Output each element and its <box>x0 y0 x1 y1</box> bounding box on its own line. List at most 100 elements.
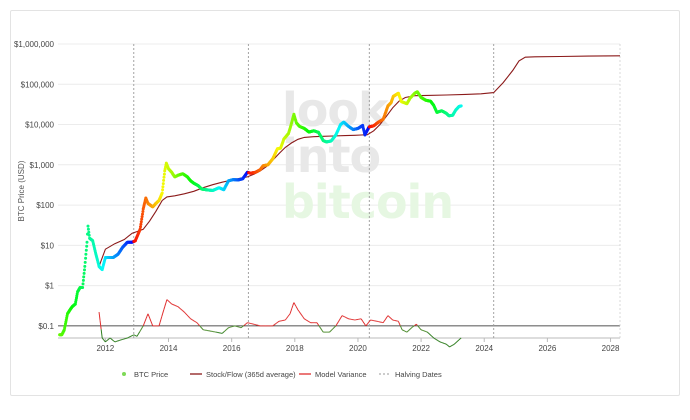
model-variance-segment <box>101 337 104 340</box>
model-variance-segment <box>105 340 107 343</box>
x-tick-label: 2018 <box>286 344 304 353</box>
btc-price-point <box>87 233 91 237</box>
model-variance-segment <box>223 330 226 333</box>
model-variance-segment <box>304 318 306 320</box>
model-variance-segment <box>193 320 196 322</box>
model-variance-segment <box>138 331 141 334</box>
x-tick-label: 2024 <box>475 344 493 353</box>
model-variance-segment <box>329 330 331 333</box>
model-variance-segment <box>136 334 139 337</box>
model-variance-segment <box>161 312 164 317</box>
model-variance-segment <box>320 327 322 330</box>
model-variance-segment <box>105 339 108 342</box>
btc-price-point <box>141 212 144 216</box>
model-variance-segment <box>427 332 430 335</box>
model-variance-segment <box>415 323 417 326</box>
model-variance-segment <box>193 320 195 322</box>
btc-price-point <box>84 252 88 256</box>
y-tick-label: $0.1 <box>38 322 54 331</box>
btc-price-point <box>161 182 165 186</box>
watermark-word: into <box>282 129 380 183</box>
model-variance-segment <box>300 313 302 316</box>
btc-price-point <box>82 275 86 279</box>
btc-price-point <box>162 178 166 182</box>
model-variance-segment <box>158 322 161 327</box>
model-variance-segment <box>107 338 110 340</box>
model-variance-segment <box>276 322 278 324</box>
model-variance-segment <box>302 317 305 320</box>
x-tick-label: 2028 <box>602 344 620 353</box>
model-variance-segment <box>365 324 368 327</box>
model-variance-segment <box>330 329 333 331</box>
model-variance-segment <box>368 320 371 323</box>
model-variance-segment <box>430 335 433 337</box>
btc-price-point <box>81 278 85 282</box>
legend[interactable]: BTC Price Stock/Flow (365d average) Model … <box>122 370 442 379</box>
model-variance-segment <box>151 323 154 327</box>
btc-price-point <box>162 175 166 179</box>
btc-price-point <box>139 225 142 229</box>
model-variance-segment <box>112 339 115 342</box>
legend-item[interactable]: Model Variance <box>299 370 367 379</box>
model-variance-segment <box>196 322 199 325</box>
model-variance-segment <box>183 311 186 314</box>
model-variance-segment <box>431 335 434 338</box>
model-variance-segment <box>182 310 184 312</box>
model-variance-segment <box>319 326 321 329</box>
model-variance-segment <box>145 315 148 319</box>
x-tick-label: 2026 <box>538 344 556 353</box>
model-variance-segment <box>317 323 320 326</box>
model-variance-segment <box>293 302 296 305</box>
btc-price-point <box>139 220 143 224</box>
model-variance-segment <box>382 320 385 323</box>
model-variance-segment <box>243 324 246 326</box>
legend-label: Stock/Flow (365d average) <box>206 370 296 379</box>
btc-price-point <box>140 217 144 221</box>
model-variance-segment <box>273 324 275 326</box>
model-variance-segment <box>284 318 287 321</box>
model-variance-segment <box>337 321 339 324</box>
btc-price-point <box>162 172 166 176</box>
model-variance-segment <box>415 323 418 326</box>
model-variance-segment <box>108 337 111 340</box>
btc-price-point <box>139 222 143 226</box>
model-variance-segment <box>390 317 393 320</box>
model-variance-segment <box>148 315 151 319</box>
model-variance-segment <box>413 325 415 327</box>
model-variance-segment <box>113 340 116 343</box>
watermark-word: bitcoin <box>282 175 453 229</box>
model-variance-segment <box>408 329 411 331</box>
legend-item[interactable]: Stock/Flow (365d average) <box>190 370 296 379</box>
model-variance-segment <box>454 342 457 344</box>
model-variance-segment <box>301 314 303 317</box>
model-variance-segment <box>429 334 432 336</box>
legend-item[interactable]: BTC Price <box>122 370 168 379</box>
y-axis-title: BTC Price (USD) <box>17 160 26 221</box>
model-variance-segment <box>287 314 290 317</box>
model-variance-segment <box>191 318 193 321</box>
model-variance-segment <box>385 316 388 319</box>
model-variance-segment <box>387 315 390 317</box>
model-variance-segment <box>286 315 289 318</box>
model-variance-segment <box>388 316 391 318</box>
model-variance-segment <box>222 331 225 333</box>
model-variance-segment <box>331 328 334 330</box>
model-variance-segment <box>197 323 200 326</box>
legend-item[interactable]: Halving Dates <box>379 370 442 379</box>
model-variance-segment <box>163 306 166 311</box>
stock-flow-series <box>98 55 621 267</box>
model-variance-segment <box>456 340 459 342</box>
model-variance-segment <box>275 322 277 325</box>
model-variance-segment <box>453 343 455 346</box>
model-variance-segment <box>109 337 112 340</box>
model-variance-segment <box>180 308 182 311</box>
btc-price-point <box>161 188 165 192</box>
model-variance-segment <box>99 320 102 330</box>
model-variance-segment <box>159 319 162 323</box>
model-variance-segment <box>453 342 456 345</box>
model-variance-segment <box>434 338 436 340</box>
model-variance-segment <box>407 329 410 332</box>
stock-flow-line <box>98 55 621 267</box>
btc-price-point <box>83 264 87 268</box>
btc-price-point <box>87 230 91 234</box>
